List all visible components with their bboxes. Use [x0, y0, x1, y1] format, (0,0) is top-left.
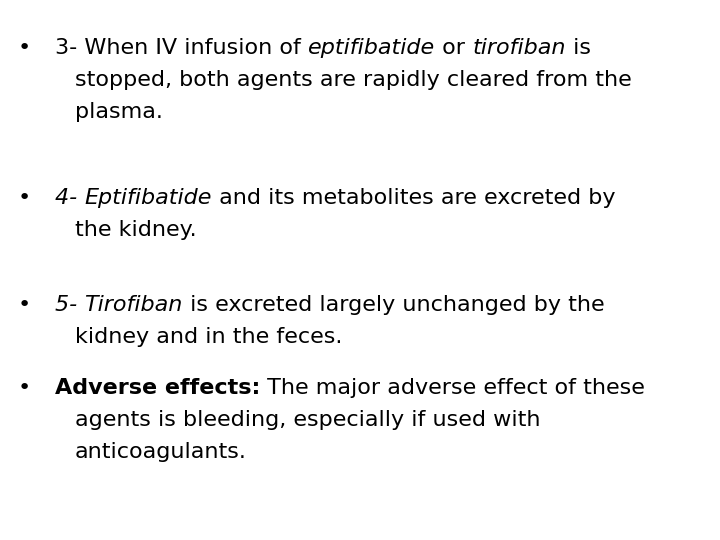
- Text: Tirofiban: Tirofiban: [84, 295, 183, 315]
- Text: tirofiban: tirofiban: [472, 38, 566, 58]
- Text: agents is bleeding, especially if used with: agents is bleeding, especially if used w…: [75, 410, 541, 430]
- Text: 5-: 5-: [55, 295, 84, 315]
- Text: kidney and in the feces.: kidney and in the feces.: [75, 327, 343, 347]
- Text: Eptifibatide: Eptifibatide: [84, 188, 212, 208]
- Text: •: •: [18, 38, 31, 58]
- Text: and its metabolites are excreted by: and its metabolites are excreted by: [212, 188, 616, 208]
- Text: eptifibatide: eptifibatide: [308, 38, 436, 58]
- Text: the kidney.: the kidney.: [75, 220, 197, 240]
- Text: •: •: [18, 295, 31, 315]
- Text: is: is: [566, 38, 591, 58]
- Text: 4-: 4-: [55, 188, 84, 208]
- Text: anticoagulants.: anticoagulants.: [75, 442, 247, 462]
- Text: The major adverse effect of these: The major adverse effect of these: [261, 378, 645, 398]
- Text: •: •: [18, 378, 31, 398]
- Text: plasma.: plasma.: [75, 102, 163, 122]
- Text: 3- When IV infusion of: 3- When IV infusion of: [55, 38, 308, 58]
- Text: Adverse effects:: Adverse effects:: [55, 378, 261, 398]
- Text: stopped, both agents are rapidly cleared from the: stopped, both agents are rapidly cleared…: [75, 70, 631, 90]
- Text: is excreted largely unchanged by the: is excreted largely unchanged by the: [183, 295, 604, 315]
- Text: •: •: [18, 188, 31, 208]
- Text: or: or: [436, 38, 472, 58]
